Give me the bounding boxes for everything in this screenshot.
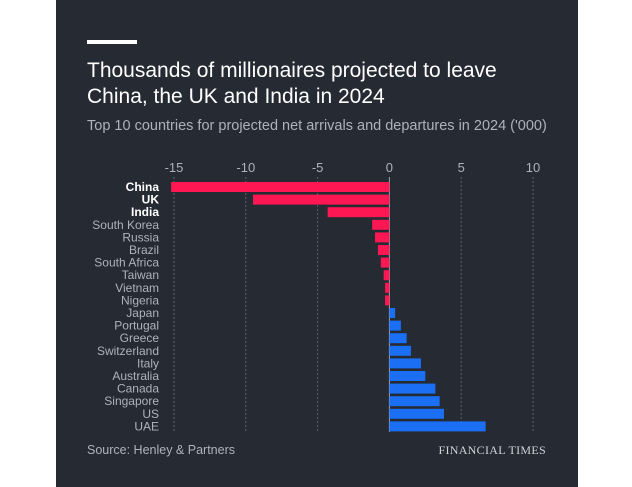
chart-card: Thousands of millionaires projected to l… xyxy=(56,0,578,487)
accent-bar xyxy=(87,40,137,44)
category-label: Nigeria xyxy=(121,293,159,307)
category-label: US xyxy=(142,407,159,421)
category-label: Japan xyxy=(126,306,159,320)
bar xyxy=(171,182,390,192)
category-label: Russia xyxy=(122,230,159,244)
bar xyxy=(375,232,390,243)
bar xyxy=(385,282,390,293)
x-tick-label: 10 xyxy=(526,160,540,175)
bar xyxy=(389,371,426,381)
ft-brand: FINANCIAL TIMES xyxy=(438,443,546,457)
bar xyxy=(389,408,444,419)
category-label: Canada xyxy=(117,382,159,396)
category-label: Switzerland xyxy=(97,344,159,358)
bar xyxy=(389,421,486,432)
bar xyxy=(389,345,411,356)
category-label: UK xyxy=(142,193,160,207)
source-note: Source: Henley & Partners xyxy=(87,443,235,457)
category-label: Singapore xyxy=(104,394,159,408)
x-tick-label: -10 xyxy=(236,160,255,175)
bar xyxy=(383,270,390,281)
category-label: Brazil xyxy=(129,243,159,257)
bar xyxy=(389,383,436,394)
bar xyxy=(389,308,396,318)
category-label: UAE xyxy=(134,419,159,433)
bar xyxy=(380,257,390,268)
bar xyxy=(372,219,390,230)
bar xyxy=(385,295,390,306)
bar xyxy=(377,245,390,255)
category-label: Australia xyxy=(112,369,159,383)
bar xyxy=(389,396,440,407)
chart-title: Thousands of millionaires projected to l… xyxy=(87,59,497,108)
bar xyxy=(252,194,390,205)
bar xyxy=(389,320,401,331)
x-tick-label: -5 xyxy=(312,160,324,175)
chart-subtitle: Top 10 countries for projected net arriv… xyxy=(87,118,547,134)
category-label: Greece xyxy=(120,331,160,345)
category-label: Italy xyxy=(137,356,159,370)
x-tick-label: 5 xyxy=(458,160,465,175)
bar xyxy=(389,333,407,344)
category-label: Taiwan xyxy=(122,268,159,282)
category-label: Portugal xyxy=(114,319,159,333)
category-label: India xyxy=(131,205,159,219)
bar xyxy=(327,207,390,218)
x-tick-label: 0 xyxy=(386,160,393,175)
category-label: South Korea xyxy=(92,218,159,232)
category-label: China xyxy=(126,180,160,194)
x-tick-label: -15 xyxy=(165,160,184,175)
category-label: Vietnam xyxy=(115,281,159,295)
bar xyxy=(389,358,421,369)
category-label: South Africa xyxy=(94,256,159,270)
